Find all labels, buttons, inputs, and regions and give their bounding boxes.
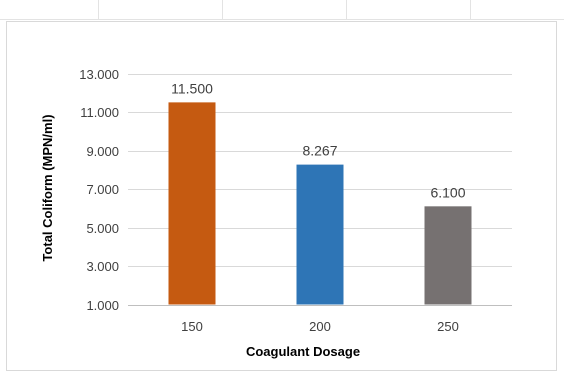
spreadsheet-gridlines — [0, 0, 564, 20]
y-tick-label: 11.000 — [80, 105, 119, 120]
x-axis-ticks: 150 200 250 — [181, 319, 459, 334]
data-label: 6.100 — [430, 184, 465, 200]
y-tick-label: 5.000 — [86, 221, 119, 236]
y-tick-label: 13.000 — [79, 67, 119, 82]
data-labels: 11.500 8.267 6.100 — [171, 80, 466, 200]
x-axis-title: Coagulant Dosage — [246, 344, 360, 359]
y-tick-label: 7.000 — [86, 182, 119, 197]
x-tick-label: 200 — [309, 319, 331, 334]
bar-250[interactable] — [424, 206, 472, 305]
y-tick-label: 3.000 — [86, 259, 119, 274]
x-tick-label: 250 — [437, 319, 459, 334]
data-label: 8.267 — [302, 143, 337, 159]
x-tick-label: 150 — [181, 319, 203, 334]
bar-150[interactable] — [168, 102, 216, 305]
y-tick-label: 9.000 — [86, 144, 119, 159]
chart-area[interactable] — [6, 21, 557, 371]
bar-200[interactable] — [296, 164, 344, 305]
bars — [168, 102, 472, 305]
data-label: 11.500 — [171, 80, 213, 96]
y-tick-label: 1.000 — [86, 298, 119, 313]
y-axis-ticks: 1.000 3.000 5.000 7.000 9.000 11.000 13.000 — [79, 67, 119, 313]
y-axis-title: Total Coliform (MPN/ml) — [40, 114, 55, 261]
